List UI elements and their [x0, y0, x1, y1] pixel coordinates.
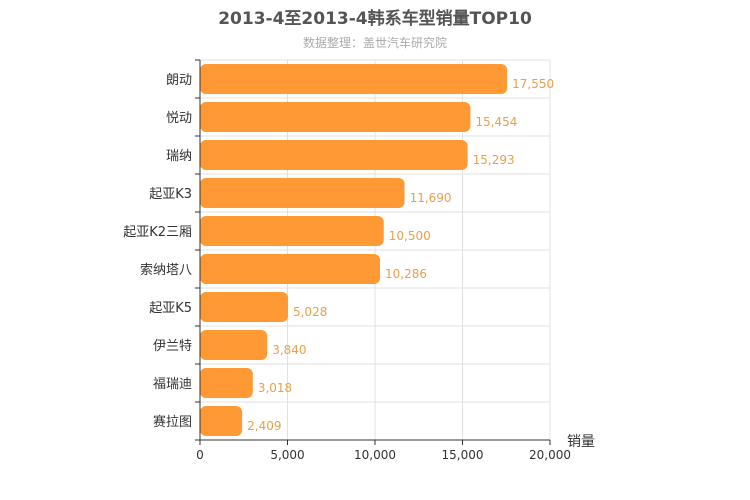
category-label: 赛拉图: [153, 414, 192, 430]
bars: 17,550 15,454 15,293 11,690 10,500 10,286 5,02…: [200, 64, 554, 436]
chart-title: 2013-4至2013-4韩系车型销量TOP10: [218, 8, 532, 29]
bar[interactable]: [200, 330, 268, 360]
category-label: 朗动: [166, 73, 192, 88]
category-label: 起亚K5: [149, 301, 192, 316]
bar[interactable]: [200, 178, 405, 208]
chart-subtitle: 数据整理：盖世汽车研究院: [303, 35, 447, 50]
category-label: 悦动: [166, 111, 192, 126]
category-label: 伊兰特: [153, 339, 192, 354]
category-label: 索纳塔八: [140, 263, 192, 278]
value-label: 5,028: [293, 305, 327, 319]
x-tick-label: 20,000: [529, 448, 571, 462]
grid: [199, 59, 551, 441]
value-label: 3,840: [272, 343, 306, 357]
x-tick-label: 10,000: [354, 448, 396, 462]
category-label: 起亚K2三厢: [123, 225, 192, 240]
value-label: 3,018: [258, 381, 292, 395]
value-label: 11,690: [410, 191, 452, 205]
category-label: 起亚K3: [149, 187, 192, 202]
value-label: 15,454: [475, 115, 517, 129]
category-label: 瑞纳: [166, 149, 192, 164]
x-tick-label: 5,000: [270, 448, 304, 462]
bar[interactable]: [200, 102, 471, 132]
bar[interactable]: [200, 368, 253, 398]
bar[interactable]: [200, 140, 468, 170]
value-label: 17,550: [512, 77, 554, 91]
value-label: 15,293: [473, 153, 515, 167]
x-tick-label: 15,000: [442, 448, 484, 462]
bar[interactable]: [200, 216, 384, 246]
value-label: 10,500: [389, 229, 431, 243]
bar[interactable]: [200, 254, 381, 284]
value-label: 10,286: [385, 267, 427, 281]
bar[interactable]: [200, 406, 243, 436]
bar[interactable]: [200, 292, 288, 322]
value-label: 2,409: [247, 419, 281, 433]
bar[interactable]: [200, 64, 508, 94]
x-axis-name: 销量: [567, 434, 595, 450]
x-tick-label: 0: [196, 448, 204, 462]
category-label: 福瑞迪: [153, 377, 192, 392]
